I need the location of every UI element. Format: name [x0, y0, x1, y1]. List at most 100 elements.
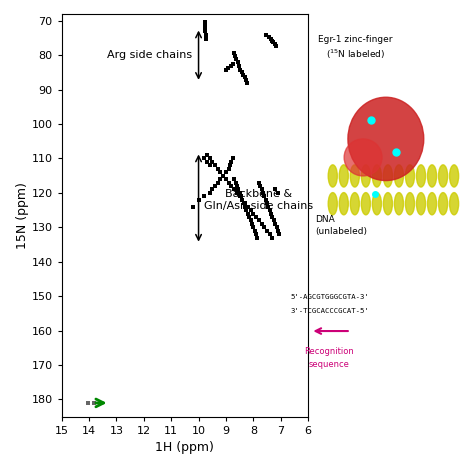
- Point: [244, 79, 251, 87]
- Ellipse shape: [438, 165, 447, 187]
- Point: [269, 213, 276, 221]
- Point: [225, 64, 232, 72]
- Text: Backbone &
Gln/Asn side chains: Backbone & Gln/Asn side chains: [204, 189, 313, 211]
- Point: [236, 193, 244, 200]
- Text: (unlabeled): (unlabeled): [315, 227, 367, 236]
- Point: [222, 175, 230, 183]
- Point: [236, 189, 244, 197]
- Point: [249, 224, 257, 231]
- Point: [226, 162, 234, 169]
- Ellipse shape: [372, 193, 382, 215]
- Text: Egr-1 zinc-finger: Egr-1 zinc-finger: [318, 35, 393, 44]
- Ellipse shape: [428, 193, 437, 215]
- Point: [189, 203, 197, 210]
- Point: [209, 158, 216, 166]
- Point: [255, 179, 263, 186]
- Point: [252, 213, 260, 221]
- Ellipse shape: [394, 193, 403, 215]
- Point: [254, 234, 261, 241]
- Point: [249, 210, 257, 217]
- Point: [230, 175, 238, 183]
- Point: [239, 71, 247, 79]
- Point: [251, 227, 258, 234]
- Point: [203, 151, 210, 159]
- Point: [202, 35, 210, 43]
- Point: [214, 179, 221, 186]
- Point: [214, 165, 221, 173]
- Point: [274, 189, 282, 197]
- Point: [272, 220, 279, 228]
- Point: [84, 399, 91, 407]
- Point: [219, 172, 227, 179]
- Ellipse shape: [328, 165, 337, 187]
- Point: [203, 158, 210, 166]
- Point: [233, 182, 241, 190]
- Point: [202, 31, 210, 38]
- Ellipse shape: [449, 165, 459, 187]
- Point: [256, 182, 264, 190]
- Y-axis label: 15N (ppm): 15N (ppm): [16, 182, 29, 249]
- Text: Recognition: Recognition: [305, 347, 354, 356]
- Text: ($^{15}$N labeled): ($^{15}$N labeled): [326, 48, 385, 61]
- Point: [200, 193, 208, 200]
- Point: [270, 39, 277, 46]
- Point: [233, 56, 240, 63]
- Point: [241, 73, 248, 81]
- Point: [263, 31, 270, 39]
- Ellipse shape: [383, 165, 392, 187]
- Point: [263, 227, 271, 234]
- Ellipse shape: [428, 165, 437, 187]
- Ellipse shape: [394, 165, 403, 187]
- Ellipse shape: [350, 165, 359, 187]
- Text: 5'-AGCGTGGGCGTA-3': 5'-AGCGTGGGCGTA-3': [290, 294, 369, 300]
- Point: [261, 224, 268, 231]
- Ellipse shape: [405, 193, 415, 215]
- Point: [263, 200, 271, 207]
- Point: [237, 193, 245, 200]
- Point: [235, 186, 242, 193]
- Point: [201, 19, 209, 26]
- Ellipse shape: [417, 165, 426, 187]
- Point: [230, 186, 238, 193]
- Ellipse shape: [361, 193, 370, 215]
- Point: [268, 37, 276, 44]
- Point: [246, 213, 253, 221]
- Point: [265, 34, 273, 41]
- Point: [270, 217, 278, 224]
- Point: [235, 62, 243, 69]
- Point: [266, 206, 273, 214]
- Point: [255, 217, 263, 224]
- Point: [273, 224, 281, 231]
- Point: [243, 206, 250, 214]
- Point: [275, 231, 283, 238]
- Point: [266, 231, 273, 238]
- Ellipse shape: [339, 165, 348, 187]
- Point: [262, 196, 269, 204]
- Point: [232, 179, 239, 186]
- Ellipse shape: [383, 193, 392, 215]
- Point: [91, 399, 98, 407]
- X-axis label: 1H (ppm): 1H (ppm): [155, 441, 214, 454]
- Point: [217, 169, 224, 176]
- Point: [274, 227, 282, 234]
- Point: [206, 162, 213, 169]
- Ellipse shape: [438, 193, 447, 215]
- Point: [258, 220, 265, 228]
- Point: [209, 186, 216, 193]
- Ellipse shape: [344, 139, 382, 176]
- Ellipse shape: [372, 165, 382, 187]
- Ellipse shape: [449, 193, 459, 215]
- Point: [228, 182, 235, 190]
- Point: [244, 210, 252, 217]
- Point: [241, 203, 249, 210]
- Point: [261, 193, 268, 200]
- Point: [272, 186, 279, 193]
- Point: [233, 189, 241, 197]
- Point: [272, 42, 280, 49]
- Point: [242, 76, 250, 83]
- Ellipse shape: [361, 165, 370, 187]
- Point: [252, 231, 260, 238]
- Point: [201, 24, 209, 31]
- Ellipse shape: [417, 193, 426, 215]
- Point: [225, 165, 232, 173]
